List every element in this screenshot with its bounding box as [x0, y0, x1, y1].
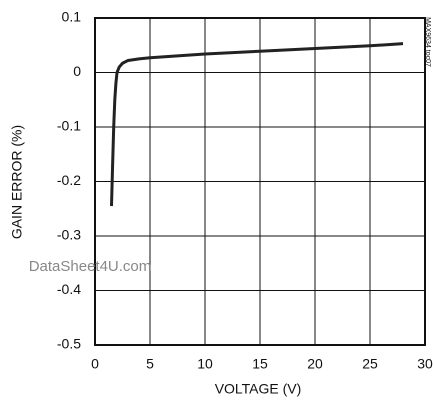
x-tick-label: 30	[417, 356, 433, 372]
figure-id: MAX9634 toc07	[424, 17, 431, 67]
y-tick-label: 0	[73, 63, 81, 79]
data-line	[110, 42, 404, 207]
x-tick-label: 5	[146, 356, 154, 372]
y-tick-label: 0.1	[62, 9, 82, 25]
x-axis-label: VOLTAGE (V)	[215, 381, 302, 397]
plot-frame	[94, 17, 426, 346]
y-axis-label: GAIN ERROR (%)	[9, 125, 25, 239]
y-tick-label: -0.5	[57, 336, 81, 352]
y-tick-label: -0.2	[57, 172, 81, 188]
x-tick-label: 25	[362, 356, 378, 372]
x-tick-label: 20	[307, 356, 323, 372]
y-tick-label: -0.1	[57, 118, 81, 134]
x-tick-label: 0	[91, 356, 99, 372]
y-tick-label: -0.3	[57, 227, 81, 243]
y-tick-label: -0.4	[57, 281, 81, 297]
x-tick-label: 10	[197, 356, 213, 372]
watermark: DataSheet4U.com	[29, 258, 152, 275]
x-tick-label: 15	[252, 356, 268, 372]
